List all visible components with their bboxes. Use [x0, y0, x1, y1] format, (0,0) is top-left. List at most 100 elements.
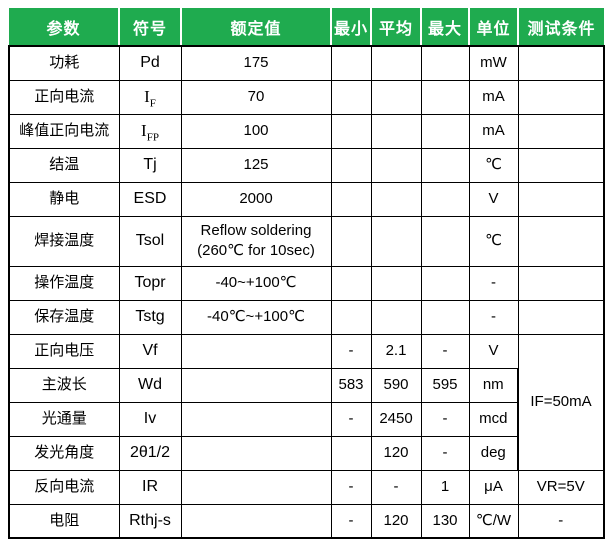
- table-row-esd: 静电 ESD 2000 V: [8, 181, 605, 217]
- cell-param: 反向电流: [8, 469, 120, 505]
- cell-avg: [370, 265, 422, 301]
- cell-min: [330, 79, 372, 115]
- table-row-forward-current: 正向电流 IF 70 mA: [8, 79, 605, 115]
- cell-condition: [517, 181, 605, 217]
- header-row: 参数 符号 额定值 最小 平均 最大 单位 测试条件: [9, 8, 604, 47]
- cell-unit: V: [468, 181, 519, 217]
- col-header-symbol: 符号: [118, 8, 181, 47]
- cell-param: 主波长: [8, 367, 120, 403]
- cell-condition: [517, 79, 605, 115]
- cell-rated: [180, 401, 332, 437]
- cell-symbol: ESD: [118, 181, 182, 217]
- cell-unit: nm: [468, 367, 519, 403]
- cell-symbol: Tsol: [118, 215, 182, 267]
- cell-unit: ℃: [468, 215, 519, 267]
- cell-max: [420, 299, 470, 335]
- cell-max: -: [420, 401, 470, 437]
- table-body: 功耗 Pd 175 mW 正向电流 IF 70 mA 峰值正向电流: [8, 45, 605, 539]
- cell-symbol: Tstg: [118, 299, 182, 335]
- table-row-peak-forward-current: 峰值正向电流 IFP 100 mA: [8, 113, 605, 149]
- table-header: 参数 符号 额定值 最小 平均 最大 单位 测试条件: [9, 8, 604, 47]
- cell-rated: 100: [180, 113, 332, 149]
- cell-avg: -: [370, 469, 422, 505]
- symbol-subscript: F: [149, 96, 156, 109]
- cell-unit: -: [468, 265, 519, 301]
- cell-max: [420, 45, 470, 81]
- cell-unit: mA: [468, 113, 519, 149]
- cell-unit: deg: [468, 435, 519, 471]
- col-header-unit: 单位: [468, 8, 518, 47]
- cell-avg: [370, 181, 422, 217]
- cell-min: [330, 147, 372, 183]
- cell-max: [420, 147, 470, 183]
- cell-symbol: Vf: [118, 333, 182, 369]
- symbol-text: I: [144, 86, 150, 106]
- cell-avg: [370, 79, 422, 115]
- table-row-operating-temp: 操作温度 Topr -40~+100℃ -: [8, 265, 605, 301]
- table-row-viewing-angle: 发光角度 2θ1/2 120 - deg: [8, 435, 604, 471]
- cell-avg: [370, 299, 422, 335]
- cell-rated: [180, 469, 332, 505]
- cell-param: 静电: [8, 181, 120, 217]
- spec-table: 参数 符号 额定值 最小 平均 最大 单位 测试条件 功耗 Pd 175 mW: [8, 8, 605, 539]
- symbol-text: ESD: [133, 190, 167, 208]
- cell-avg: 2.1: [370, 333, 422, 369]
- cell-symbol: Rthj-s: [118, 503, 182, 539]
- cell-param: 电阻: [8, 503, 120, 539]
- cell-param: 功耗: [8, 45, 120, 81]
- symbol-text: I: [141, 120, 147, 140]
- cell-unit: ℃/W: [468, 503, 519, 539]
- cell-condition: -: [517, 503, 605, 539]
- cell-max: [420, 265, 470, 301]
- cell-rated: [180, 367, 332, 403]
- cell-min: -: [330, 333, 372, 369]
- cell-min: [330, 435, 372, 471]
- cell-unit: ℃: [468, 147, 519, 183]
- table-row-storage-temp: 保存温度 Tstg -40℃~+100℃ -: [8, 299, 605, 335]
- cell-unit: -: [468, 299, 519, 335]
- cell-rated: 70: [180, 79, 332, 115]
- cell-condition: [517, 147, 605, 183]
- cell-max: -: [420, 333, 470, 369]
- cell-unit: V: [468, 333, 519, 369]
- cell-avg: [370, 45, 422, 81]
- symbol-text: Tstg: [135, 308, 165, 326]
- cell-rated: [180, 435, 332, 471]
- cell-rated: [180, 503, 332, 539]
- cell-avg: [370, 113, 422, 149]
- cell-symbol: IFP: [118, 113, 182, 149]
- cell-avg: 120: [370, 435, 422, 471]
- cell-condition-merged: IF=50mA: [517, 333, 605, 471]
- symbol-text: Wd: [138, 376, 162, 394]
- cell-rated: 175: [180, 45, 332, 81]
- cell-param: 操作温度: [8, 265, 120, 301]
- cell-param: 峰值正向电流: [8, 113, 120, 149]
- cell-condition: [517, 299, 605, 335]
- table-row-power-dissipation: 功耗 Pd 175 mW: [8, 45, 605, 81]
- cell-rated: Reflow soldering (260℃ for 10sec): [180, 215, 332, 267]
- cell-max: [420, 113, 470, 149]
- cell-condition: [517, 113, 605, 149]
- cell-max: [420, 181, 470, 217]
- symbol-text: Pd: [140, 54, 160, 72]
- cell-avg: [370, 215, 422, 267]
- symbol-subscript: FP: [146, 130, 159, 143]
- col-header-max: 最大: [420, 8, 469, 47]
- cell-rated: 125: [180, 147, 332, 183]
- cell-param: 结温: [8, 147, 120, 183]
- cell-condition: [517, 45, 605, 81]
- table-row-thermal-resistance: 电阻 Rthj-s - 120 130 ℃/W -: [8, 503, 605, 539]
- cell-avg: 120: [370, 503, 422, 539]
- cell-param: 正向电流: [8, 79, 120, 115]
- cell-symbol: 2θ1/2: [118, 435, 182, 471]
- cell-avg: [370, 147, 422, 183]
- symbol-text: Tj: [143, 156, 157, 174]
- cell-symbol: Topr: [118, 265, 182, 301]
- cell-min: -: [330, 401, 372, 437]
- cell-min: [330, 265, 372, 301]
- col-header-condition: 测试条件: [517, 8, 604, 47]
- cell-condition: [517, 265, 605, 301]
- cell-max: 130: [420, 503, 470, 539]
- cell-param: 发光角度: [8, 435, 120, 471]
